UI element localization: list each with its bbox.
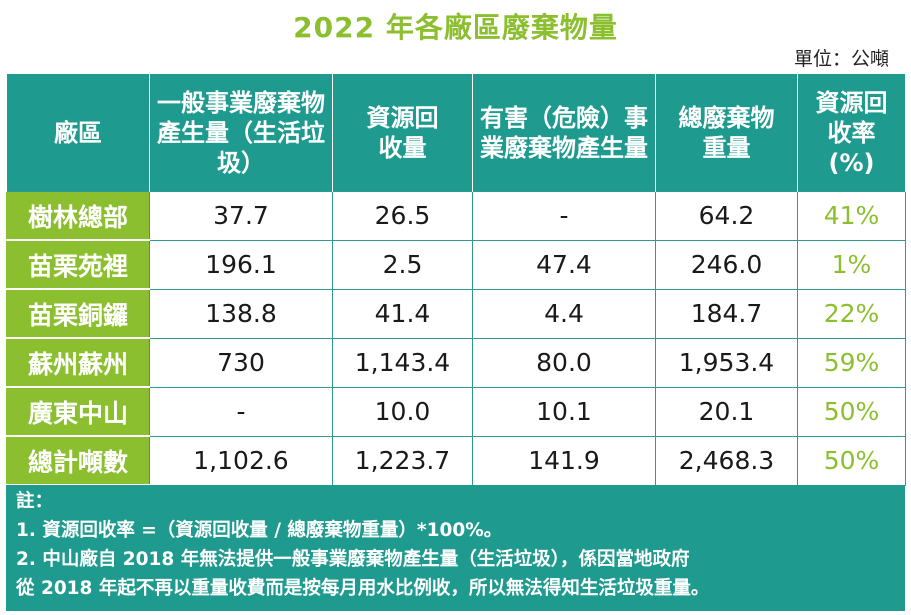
hazardous-cell: 47.4	[472, 239, 656, 290]
table-row: 苗栗苑裡 196.1 2.5 47.4 246.0 1%	[6, 239, 906, 290]
table-row-total: 總計噸數 1,102.6 1,223.7 141.9 2,468.3 50%	[6, 435, 906, 486]
recycled-cell: 1,223.7	[332, 435, 473, 486]
plant-cell: 總計噸數	[6, 435, 150, 486]
header-rate: 資源回收率(%)	[797, 74, 906, 192]
note-line-1: 1. 資源回收率 =（資源回收量 / 總廢棄物重量）*100%。	[16, 520, 503, 541]
total-cell: 64.2	[655, 191, 798, 241]
header-hazardous: 有害（危險）事業廢棄物產生量	[472, 74, 656, 192]
recycled-cell: 2.5	[332, 239, 473, 290]
total-cell: 246.0	[655, 239, 798, 290]
recycled-cell: 41.4	[332, 288, 473, 339]
general-cell: 196.1	[149, 239, 333, 290]
waste-table: 廠區 一般事業廢棄物產生量（生活垃圾） 資源回收量 有害（危險）事業廢棄物產生量…	[6, 74, 906, 486]
general-cell: -	[149, 386, 333, 437]
general-cell: 138.8	[149, 288, 333, 339]
general-cell: 37.7	[149, 191, 333, 241]
general-cell: 730	[149, 337, 333, 388]
rate-cell: 59%	[797, 337, 906, 388]
rate-cell: 1%	[797, 239, 906, 290]
plant-cell: 苗栗苑裡	[6, 239, 150, 290]
recycled-cell: 1,143.4	[332, 337, 473, 388]
general-cell: 1,102.6	[149, 435, 333, 486]
recycled-cell: 26.5	[332, 191, 473, 241]
hazardous-cell: 80.0	[472, 337, 656, 388]
header-recycled: 資源回收量	[332, 74, 473, 192]
hazardous-cell: 141.9	[472, 435, 656, 486]
notes-label: 註：	[16, 491, 54, 512]
total-cell: 184.7	[655, 288, 798, 339]
total-cell: 1,953.4	[655, 337, 798, 388]
recycled-cell: 10.0	[332, 386, 473, 437]
total-cell: 20.1	[655, 386, 798, 437]
table-row: 樹林總部 37.7 26.5 - 64.2 41%	[6, 191, 906, 241]
plant-cell: 廣東中山	[6, 386, 150, 437]
header-general-waste: 一般事業廢棄物產生量（生活垃圾）	[149, 74, 333, 192]
table-row: 苗栗銅鑼 138.8 41.4 4.4 184.7 22%	[6, 288, 906, 339]
note-line-3: 從 2018 年起不再以重量收費而是按每月用水比例收，所以無法得知生活垃圾重量。	[16, 578, 710, 599]
note-line-2: 2. 中山廠自 2018 年無法提供一般事業廢棄物產生量（生活垃圾），係因當地政…	[16, 549, 690, 570]
notes-box: 註： 1. 資源回收率 =（資源回收量 / 總廢棄物重量）*100%。 2. 中…	[6, 485, 905, 611]
rate-cell: 22%	[797, 288, 906, 339]
hazardous-cell: 10.1	[472, 386, 656, 437]
total-cell: 2,468.3	[655, 435, 798, 486]
plant-cell: 苗栗銅鑼	[6, 288, 150, 339]
hazardous-cell: -	[472, 191, 656, 241]
rate-cell: 41%	[797, 191, 906, 241]
plant-cell: 蘇州蘇州	[6, 337, 150, 388]
rate-cell: 50%	[797, 386, 906, 437]
table-header-row: 廠區 一般事業廢棄物產生量（生活垃圾） 資源回收量 有害（危險）事業廢棄物產生量…	[6, 74, 906, 192]
unit-label: 單位：公噸	[793, 48, 889, 70]
header-plant: 廠區	[6, 74, 150, 192]
page-title: 2022 年各廠區廢棄物量	[293, 11, 618, 44]
table-row: 廣東中山 - 10.0 10.1 20.1 50%	[6, 386, 906, 437]
plant-cell: 樹林總部	[6, 191, 150, 241]
header-total: 總廢棄物重量	[655, 74, 798, 192]
rate-cell: 50%	[797, 435, 906, 486]
hazardous-cell: 4.4	[472, 288, 656, 339]
table-row: 蘇州蘇州 730 1,143.4 80.0 1,953.4 59%	[6, 337, 906, 388]
